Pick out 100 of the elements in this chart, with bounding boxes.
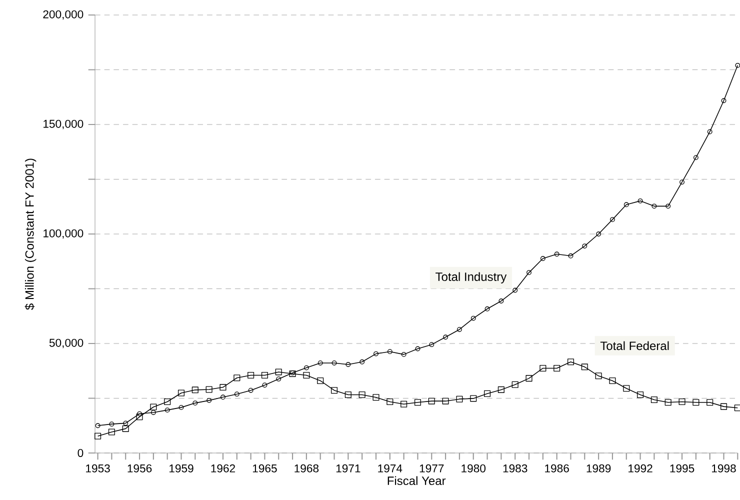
point xyxy=(595,372,602,380)
point xyxy=(652,204,657,209)
point xyxy=(248,388,254,393)
point xyxy=(484,390,491,397)
x-tick-label: 1983 xyxy=(503,464,528,472)
point xyxy=(332,360,337,366)
x-axis-title: Fiscal Year xyxy=(388,476,446,486)
point xyxy=(526,375,532,382)
x-tick-label: 1986 xyxy=(545,464,569,472)
point xyxy=(610,217,615,222)
point xyxy=(568,253,574,258)
point xyxy=(554,252,560,257)
point xyxy=(456,396,463,402)
point xyxy=(317,377,324,384)
point xyxy=(318,360,323,366)
point xyxy=(374,351,378,356)
point xyxy=(94,432,102,440)
x-tick-label: 1959 xyxy=(170,464,194,472)
point xyxy=(303,372,310,379)
y-tick-label: 100,000 xyxy=(44,229,84,239)
point xyxy=(582,244,588,249)
point xyxy=(275,368,282,376)
point xyxy=(678,398,686,406)
point xyxy=(470,395,477,402)
series-label: Total Industry xyxy=(436,272,507,284)
point xyxy=(234,392,240,397)
x-tick-label: 1995 xyxy=(670,464,694,472)
point xyxy=(344,391,352,398)
point xyxy=(206,386,212,393)
point xyxy=(706,399,714,406)
x-tick-label: 1953 xyxy=(86,464,110,472)
point xyxy=(248,372,254,379)
point xyxy=(122,425,129,432)
point xyxy=(360,359,365,364)
point xyxy=(442,398,449,404)
point xyxy=(136,414,143,420)
point xyxy=(596,232,602,236)
x-tick-label: 1980 xyxy=(462,464,486,472)
y-tick-label: 50,000 xyxy=(49,338,84,348)
point xyxy=(721,98,726,104)
point xyxy=(567,358,574,366)
point xyxy=(261,372,268,379)
point xyxy=(692,399,700,406)
point xyxy=(387,349,392,354)
x-tick-label: 1962 xyxy=(211,464,236,472)
point xyxy=(262,382,268,388)
point xyxy=(372,394,380,401)
point xyxy=(484,306,490,312)
point xyxy=(108,428,115,436)
point xyxy=(664,399,672,406)
point xyxy=(666,204,671,209)
x-tick-label: 1965 xyxy=(252,464,277,472)
point xyxy=(415,346,420,352)
point xyxy=(304,365,309,370)
point xyxy=(220,384,226,391)
point xyxy=(623,385,630,392)
point xyxy=(123,420,128,426)
point xyxy=(540,256,546,261)
point xyxy=(109,422,114,427)
point xyxy=(609,377,616,384)
point xyxy=(540,364,546,372)
point xyxy=(428,398,435,404)
point xyxy=(429,342,434,348)
point xyxy=(581,364,588,370)
point xyxy=(137,411,142,416)
x-tick-label: 1956 xyxy=(128,464,152,472)
point xyxy=(150,404,157,410)
y-axis-title: $ Million (Constant FY 2001) xyxy=(24,158,36,310)
x-tick-label: 1968 xyxy=(294,464,319,472)
y-tick-label: 0 xyxy=(78,448,84,457)
x-tick-label: 1989 xyxy=(586,464,611,472)
point xyxy=(150,410,156,415)
x-tick-label: 1977 xyxy=(420,464,444,472)
point xyxy=(526,270,532,276)
point xyxy=(164,408,170,413)
y-tick-label: 150,000 xyxy=(44,120,84,130)
point xyxy=(414,399,421,406)
point xyxy=(386,398,394,406)
point xyxy=(401,352,406,357)
x-tick-label: 1971 xyxy=(336,464,360,472)
point xyxy=(192,400,198,406)
x-tick-label: 1992 xyxy=(628,464,652,472)
point xyxy=(443,334,448,340)
point xyxy=(164,398,171,406)
x-tick-label: 1998 xyxy=(712,464,736,472)
point xyxy=(346,362,351,367)
point xyxy=(554,364,560,372)
point xyxy=(234,374,240,382)
point xyxy=(358,391,366,398)
point xyxy=(456,327,462,332)
series-label: Total Federal xyxy=(600,341,669,350)
point xyxy=(720,403,728,410)
point xyxy=(707,129,712,134)
point xyxy=(178,404,184,410)
point xyxy=(178,390,185,396)
point xyxy=(498,386,504,393)
point xyxy=(693,155,698,160)
point xyxy=(220,394,226,400)
point xyxy=(276,376,282,382)
point xyxy=(624,202,629,208)
